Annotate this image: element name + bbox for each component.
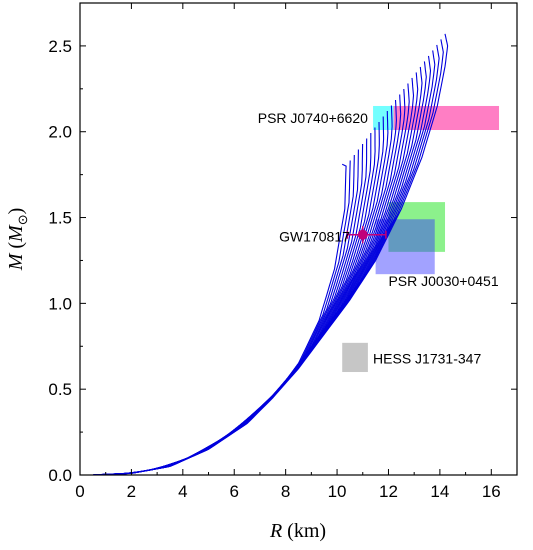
plot-frame (79, 2, 518, 476)
mr-curve-6 (92, 133, 372, 475)
constraint-region-4 (342, 342, 368, 373)
y-tick-label-4: 2.0 (48, 123, 72, 142)
y-axis-close: ) (5, 208, 27, 215)
y-axis-sub: ⊙ (15, 214, 30, 225)
x-tick-label-4: 8 (281, 482, 290, 501)
x-tick-label-3: 6 (230, 482, 239, 501)
mr-curve-10 (92, 110, 389, 475)
mr-curves (92, 33, 449, 475)
mr-curve-3 (92, 149, 359, 475)
mr-curve-2 (92, 154, 355, 475)
x-axis-var: R (269, 520, 282, 542)
x-tick-label-8: 16 (482, 482, 501, 501)
y-axis-sym: M (5, 224, 27, 243)
mr-curve-0 (92, 163, 347, 475)
gw170817-marker (346, 226, 387, 244)
y-axis-var: M (5, 252, 27, 271)
mr-curve-1 (92, 160, 351, 475)
x-tick-label-1: 2 (127, 482, 136, 501)
annotations: PSR J0740+6620 GW170817 PSR J0030+0451 HESS… (258, 110, 499, 366)
x-tick-label-5: 10 (328, 482, 347, 501)
x-tick-label-6: 12 (379, 482, 398, 501)
x-tick-label-0: 0 (75, 482, 84, 501)
gw-point (357, 229, 368, 240)
mr-curve-24 (92, 33, 449, 475)
y-tick-label-2: 1.0 (48, 294, 72, 313)
x-tick-label-7: 14 (430, 482, 449, 501)
y-tick-label-0: 0.0 (48, 466, 72, 485)
y-axis-open: ( (5, 242, 27, 254)
annotation-label-3: HESS J1731-347 (373, 350, 481, 366)
y-tick-label-1: 0.5 (48, 380, 72, 399)
y-axis-title: M (M⊙) (5, 208, 30, 272)
annotation-label-1: GW170817 (279, 228, 350, 244)
axes: 0 2 4 6 8 10 12 14 16 0.0 0.5 1.0 1.5 2.0 2.5 (48, 3, 518, 501)
x-axis-unit: (km) (282, 520, 326, 542)
x-tick-label-2: 4 (178, 482, 187, 501)
x-axis-title: R (km) (269, 520, 326, 542)
y-tick-label-3: 1.5 (48, 209, 72, 228)
annotation-label-0: PSR J0740+6620 (258, 110, 368, 126)
annotation-label-2: PSR J0030+0451 (388, 273, 498, 289)
y-tick-label-5: 2.5 (48, 37, 72, 56)
